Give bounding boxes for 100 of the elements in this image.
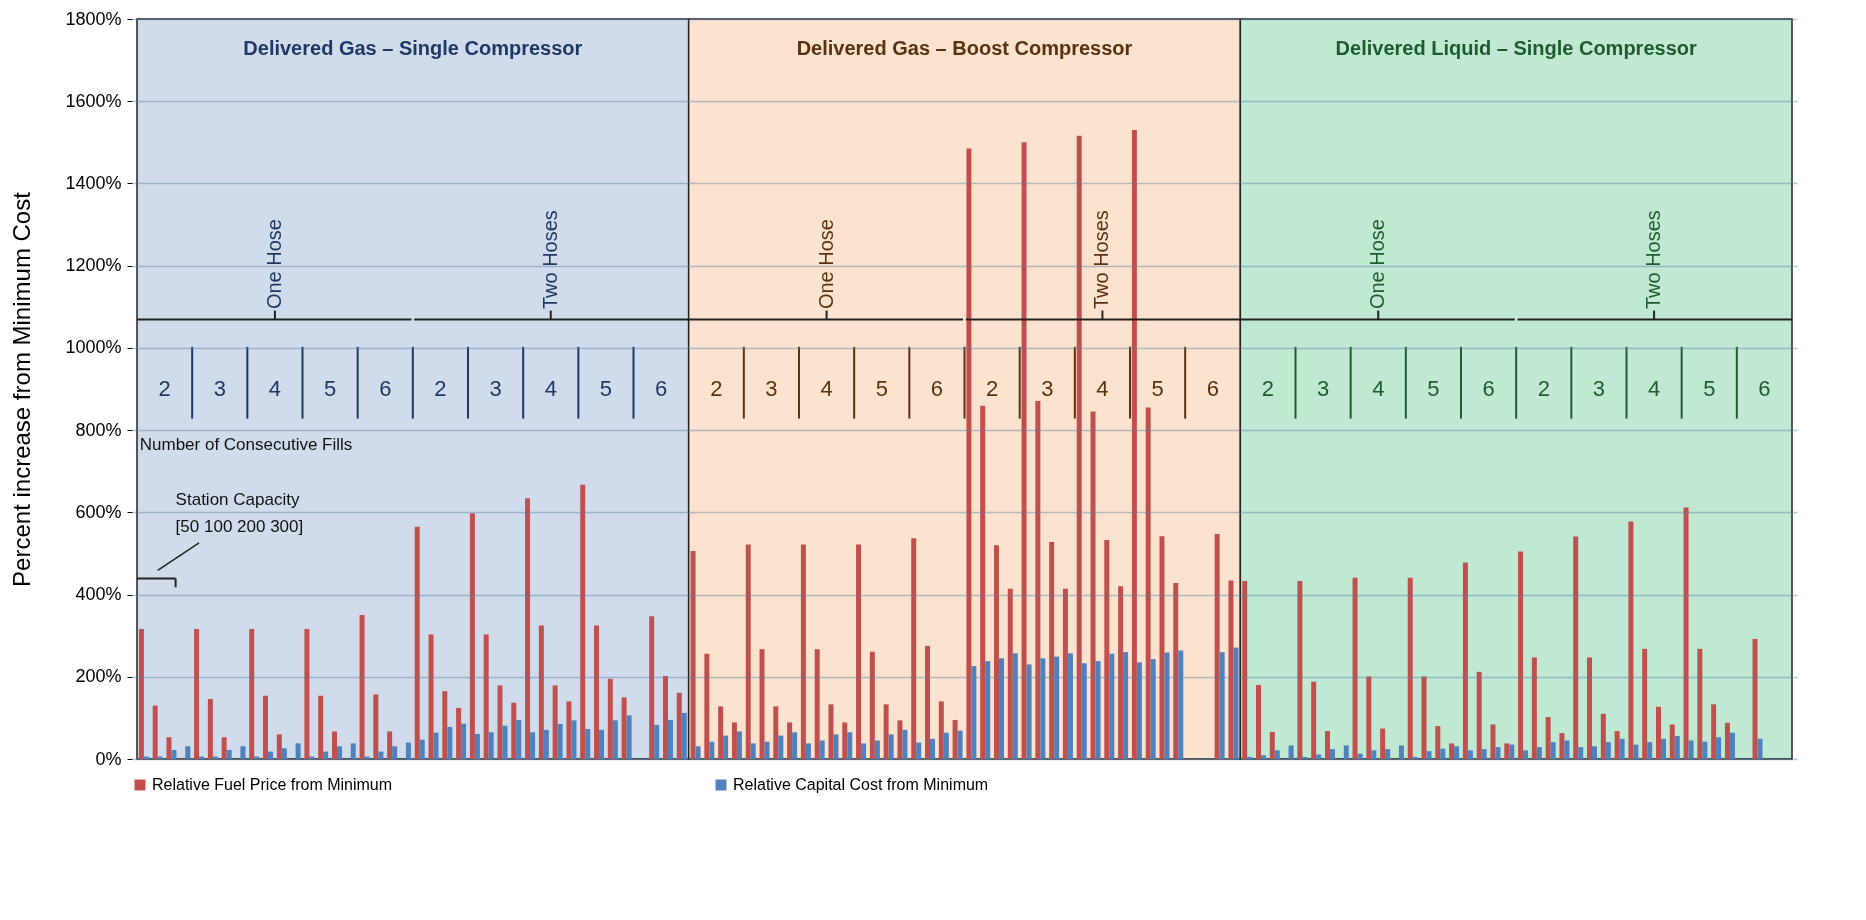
bar	[1523, 750, 1529, 759]
annotation: 6	[1758, 376, 1771, 401]
bar	[1081, 663, 1087, 759]
bar	[469, 513, 475, 759]
bar	[276, 734, 282, 759]
annotation: Delivered Gas – Single Compressor	[243, 36, 583, 59]
bar	[1007, 588, 1013, 759]
annotation: 5	[1151, 376, 1164, 401]
bar	[874, 740, 880, 759]
bar	[1757, 738, 1763, 759]
bar	[543, 729, 549, 759]
annotation: 2	[158, 376, 171, 401]
annotation: 2	[434, 376, 447, 401]
bar	[1159, 536, 1165, 759]
bar	[1688, 740, 1694, 759]
bar	[1385, 749, 1391, 759]
bar	[1711, 704, 1717, 759]
bar	[649, 616, 655, 759]
bar	[607, 678, 613, 759]
bar	[185, 746, 191, 759]
bar	[1076, 135, 1082, 759]
bar	[359, 615, 365, 759]
annotation: 3	[1592, 376, 1606, 401]
bar	[1440, 748, 1446, 759]
bar	[1123, 652, 1129, 759]
bar	[1407, 577, 1413, 759]
bar	[787, 722, 793, 759]
bar	[1035, 400, 1041, 759]
bar	[516, 719, 522, 759]
bar	[447, 726, 453, 759]
bar	[1587, 657, 1593, 759]
bar	[166, 737, 172, 759]
annotation: 6	[654, 376, 668, 401]
bar	[373, 694, 379, 759]
bar	[240, 746, 246, 759]
bar	[323, 751, 329, 759]
bar	[1462, 562, 1468, 759]
y-tick-label: 1800%	[65, 8, 122, 29]
bar	[530, 732, 536, 759]
bar	[1669, 724, 1675, 759]
bar	[676, 692, 682, 759]
bar	[773, 706, 779, 759]
bar	[1049, 541, 1055, 759]
bar	[814, 649, 820, 759]
bar	[1619, 738, 1625, 759]
bar	[690, 550, 696, 759]
bar	[1380, 728, 1386, 759]
y-tick-label: 1200%	[65, 255, 122, 276]
bar	[778, 735, 784, 759]
bar	[911, 538, 917, 759]
bar	[1067, 653, 1073, 759]
annotation: 3	[765, 376, 778, 401]
bar	[861, 743, 867, 759]
bar	[1476, 671, 1482, 759]
bar	[557, 724, 563, 759]
bar	[1219, 652, 1225, 759]
bar	[800, 544, 806, 759]
bar	[883, 704, 889, 759]
bar	[952, 719, 958, 759]
bar	[985, 661, 991, 759]
bar	[856, 544, 862, 759]
bar	[1531, 657, 1537, 759]
bar	[419, 739, 425, 759]
bar	[709, 741, 715, 759]
bar	[1550, 742, 1556, 759]
annotation: 5	[599, 376, 613, 401]
bar	[1062, 588, 1068, 759]
annotation: 6	[930, 376, 944, 401]
bar	[594, 625, 600, 759]
y-tick-label: 400%	[75, 584, 122, 605]
bar	[474, 733, 480, 759]
bar	[331, 731, 337, 759]
bar	[654, 724, 660, 759]
annotation: 2	[985, 376, 999, 401]
bar	[571, 720, 577, 759]
bar	[750, 743, 756, 759]
bar	[792, 732, 798, 759]
bar	[1288, 745, 1294, 759]
bar	[1131, 130, 1137, 759]
bar	[1274, 750, 1280, 759]
bar	[1150, 659, 1156, 759]
bar	[1614, 731, 1620, 759]
bar	[1012, 653, 1018, 759]
bar	[387, 731, 393, 759]
bar	[1490, 724, 1496, 759]
annotation: [50 100 200 300]	[175, 517, 304, 537]
annotation: 2	[1537, 376, 1550, 401]
bar	[1398, 745, 1404, 759]
bar	[1311, 681, 1317, 759]
bar	[281, 748, 287, 759]
bar	[1269, 731, 1275, 759]
bar	[1724, 722, 1730, 759]
bar	[1164, 652, 1170, 759]
bar	[966, 148, 972, 759]
bar	[566, 701, 572, 759]
bar	[998, 658, 1004, 759]
bar	[350, 743, 356, 759]
annotation: 4	[544, 376, 557, 401]
bar	[336, 746, 342, 759]
bar	[819, 740, 825, 759]
